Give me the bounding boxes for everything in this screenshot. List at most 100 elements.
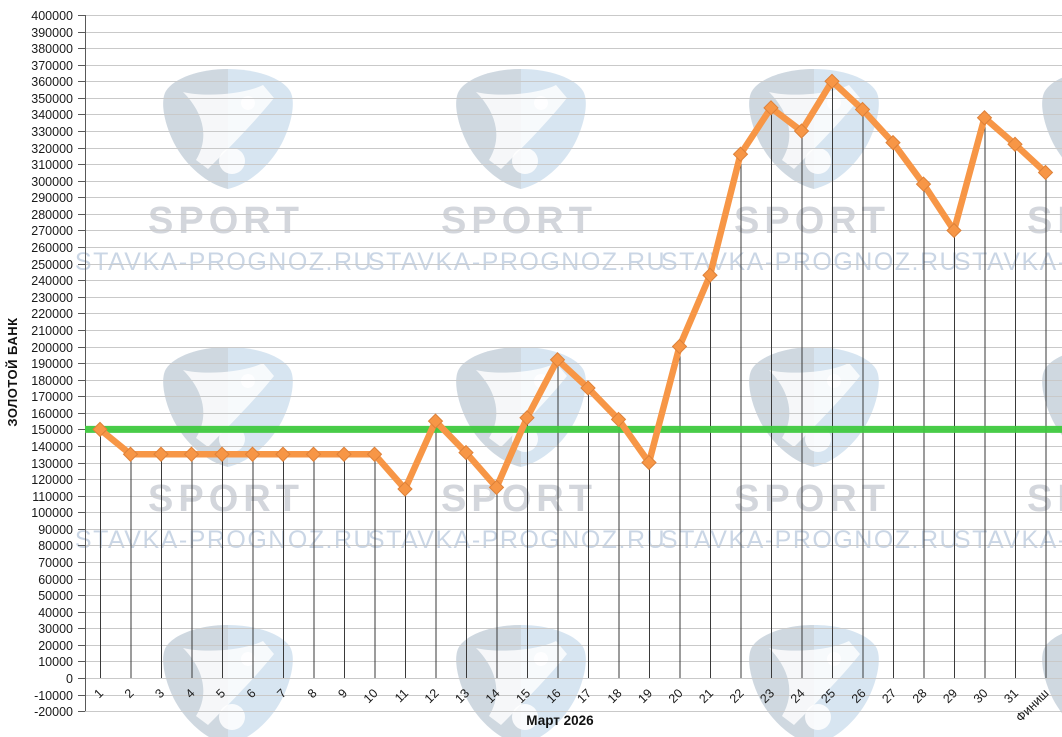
x-tick-label: 28	[910, 686, 930, 706]
y-tick-label: 290000	[31, 191, 73, 205]
y-axis: -20000 -10000 0 10000 20000 30000 40000 50000 60…	[31, 9, 86, 719]
y-tick-label: 220000	[31, 307, 73, 321]
y-tick-label: 90000	[38, 523, 73, 537]
data-point-marker	[641, 454, 657, 471]
watermark-site-text: STAVKA-PROGNOZ.RU	[661, 526, 959, 554]
y-tick-label: 390000	[31, 26, 73, 40]
y-tick-label: 160000	[31, 407, 73, 421]
y-tick-label: 260000	[31, 241, 73, 255]
watermark-site-text: STAVKA-PROGNOZ.RU	[368, 526, 666, 554]
data-point-marker	[915, 176, 932, 192]
y-tick-label: 20000	[38, 639, 73, 653]
data-markers	[92, 73, 1054, 497]
y-tick-label: 10000	[38, 655, 73, 669]
y-tick-label: 310000	[31, 158, 73, 172]
y-tick-label: 180000	[31, 374, 73, 388]
y-tick-label: 70000	[38, 556, 73, 570]
y-tick-label: 150000	[31, 423, 73, 437]
x-tick-label: 29	[940, 686, 960, 706]
y-tick-label: -20000	[34, 705, 73, 719]
x-tick-label: 11	[392, 686, 411, 705]
y-tick-label: 270000	[31, 224, 73, 238]
y-tick-label: 400000	[31, 9, 73, 23]
watermark-site-text: STAVKA-PROGNOZ.RU	[75, 526, 373, 554]
x-tick-label: 21	[696, 686, 716, 706]
y-tick-label: 120000	[31, 473, 73, 487]
y-tick-label: 110000	[32, 490, 73, 504]
y-tick-label: 0	[66, 672, 73, 686]
data-point-marker	[336, 446, 352, 462]
watermark-site-text: STAVKA-PROGNOZ.RU	[954, 248, 1062, 276]
y-tick-label: 190000	[31, 357, 73, 371]
watermark-sport-text: SPORT	[1027, 200, 1062, 242]
data-point-marker	[1037, 164, 1054, 181]
y-tick-label: 230000	[31, 291, 73, 305]
data-point-marker	[183, 446, 200, 462]
y-tick-label: 380000	[31, 42, 73, 56]
y-tick-label: 330000	[31, 125, 73, 139]
data-point-marker	[427, 413, 444, 429]
y-tick-label: 280000	[31, 208, 73, 222]
watermark-sport-text: SPORT	[148, 200, 304, 242]
y-tick-label: 250000	[31, 258, 73, 272]
x-tick-label: 18	[605, 686, 625, 706]
x-tick-label: 22	[727, 686, 747, 706]
watermark-site-text: STAVKA-PROGNOZ.RU	[368, 248, 666, 276]
data-point-marker	[244, 446, 261, 462]
y-tick-label: -10000	[34, 689, 73, 703]
x-tick-label: Финиш	[1013, 686, 1051, 724]
x-tick-label: 8	[305, 686, 320, 701]
y-tick-label: 100000	[31, 506, 73, 520]
data-point-marker	[1007, 136, 1023, 152]
y-tick-label: 80000	[38, 539, 73, 553]
x-tick-label: 12	[422, 686, 442, 706]
watermark-site-text: STAVKA-PROGNOZ.RU	[75, 248, 373, 276]
x-tick-label: 2	[122, 686, 137, 701]
data-point-marker	[275, 446, 291, 462]
data-point-marker	[122, 446, 139, 462]
y-tick-label: 30000	[38, 622, 73, 636]
watermark-emblem-icon: SPORT STAVKA-PROGNOZ.RU	[954, 77, 1062, 276]
x-tick-label: 20	[666, 686, 686, 706]
data-point-marker	[549, 352, 566, 368]
y-tick-label: 170000	[31, 390, 73, 404]
data-point-marker	[488, 479, 505, 496]
drop-lines	[100, 81, 1047, 678]
data-point-marker	[824, 73, 840, 90]
y-tick-label: 360000	[31, 75, 73, 89]
y-tick-label: 370000	[31, 59, 73, 73]
watermark-emblem-icon: SPORT STAVKA-PROGNOZ.RU	[75, 69, 373, 276]
y-tick-label: 60000	[38, 573, 73, 587]
y-tick-label: 320000	[31, 142, 73, 156]
x-tick-label: 30	[971, 686, 991, 706]
data-point-marker	[885, 134, 901, 151]
y-tick-label: 210000	[31, 324, 73, 338]
x-tick-label: 19	[635, 686, 655, 706]
x-axis-title: Март 2026	[526, 713, 594, 728]
data-point-marker	[214, 446, 230, 462]
data-point-marker	[580, 380, 596, 396]
y-tick-label: 300000	[31, 175, 73, 189]
data-point-marker	[610, 411, 627, 428]
data-point-marker	[366, 446, 383, 462]
y-tick-label: 340000	[31, 108, 73, 122]
data-point-marker	[763, 100, 779, 116]
data-point-marker	[92, 421, 108, 438]
y-tick-label: 40000	[38, 606, 73, 620]
y-tick-label: 200000	[31, 341, 73, 355]
data-point-marker	[732, 146, 749, 162]
data-point-marker	[793, 123, 810, 139]
data-point-marker	[397, 481, 413, 497]
data-point-marker	[854, 101, 871, 118]
watermark-site-text: STAVKA-PROGNOZ.RU	[661, 248, 959, 276]
x-tick-label: 9	[335, 686, 350, 701]
data-point-marker	[519, 410, 535, 426]
